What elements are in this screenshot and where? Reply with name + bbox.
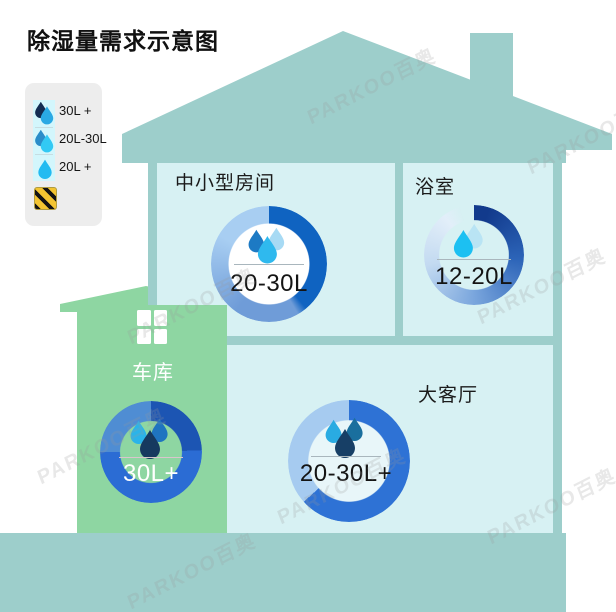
garage-window [137, 310, 167, 344]
two-drops-blue-cyan-icon [35, 130, 54, 153]
inner-wall-horizontal [148, 336, 562, 345]
inner-wall-vertical [395, 163, 403, 336]
gauge-living-room: 20-30L+ [288, 400, 410, 522]
water-drops-icon [453, 223, 483, 258]
two-drops-navy-blue-icon [35, 102, 54, 125]
single-drop-cyan-icon [38, 159, 52, 179]
window-pane [153, 328, 167, 344]
gauge-value: 20-30L [230, 270, 308, 297]
gauge-divider-line [234, 264, 304, 265]
legend-label-30l: 30L + [59, 103, 92, 118]
gauge-garage: 30L+ [100, 401, 202, 503]
legend-label-20l: 20L + [59, 159, 92, 174]
water-drops-icon [325, 417, 363, 458]
legend-label-20-30l: 20L-30L [59, 131, 107, 146]
gauge-divider-line [437, 259, 511, 260]
window-pane [137, 328, 151, 344]
gauge-bathroom: 12-20L [424, 205, 524, 305]
hazard-stripes-icon [34, 187, 57, 210]
legend-divider [35, 127, 53, 128]
ground-strip [0, 533, 566, 612]
label-small-medium-room: 中小型房间 [175, 173, 276, 194]
gauge-ring [288, 400, 410, 522]
gauge-ring [424, 205, 524, 305]
legend-divider [35, 154, 53, 155]
gauge-value: 30L+ [122, 460, 180, 487]
legend-panel: 30L + 20L-30L 20L + [25, 83, 107, 226]
gauge-value: 12-20L [435, 263, 513, 290]
window-pane [153, 310, 167, 326]
gauge-divider-line [311, 456, 381, 457]
gauge-divider-line [119, 457, 183, 458]
label-bathroom: 浴室 [415, 177, 456, 198]
main-roof [122, 31, 612, 163]
page-title: 除湿量需求示意图 [27, 28, 219, 54]
window-pane [137, 310, 151, 326]
right-wall [553, 163, 562, 533]
gauge-value: 20-30L+ [299, 460, 393, 487]
label-living-room: 大客厅 [418, 385, 479, 406]
water-drops-icon [248, 227, 285, 264]
label-garage: 车库 [132, 362, 174, 384]
water-drops-icon [130, 418, 168, 459]
gauge-small-medium-room: 20-30L [211, 206, 327, 322]
